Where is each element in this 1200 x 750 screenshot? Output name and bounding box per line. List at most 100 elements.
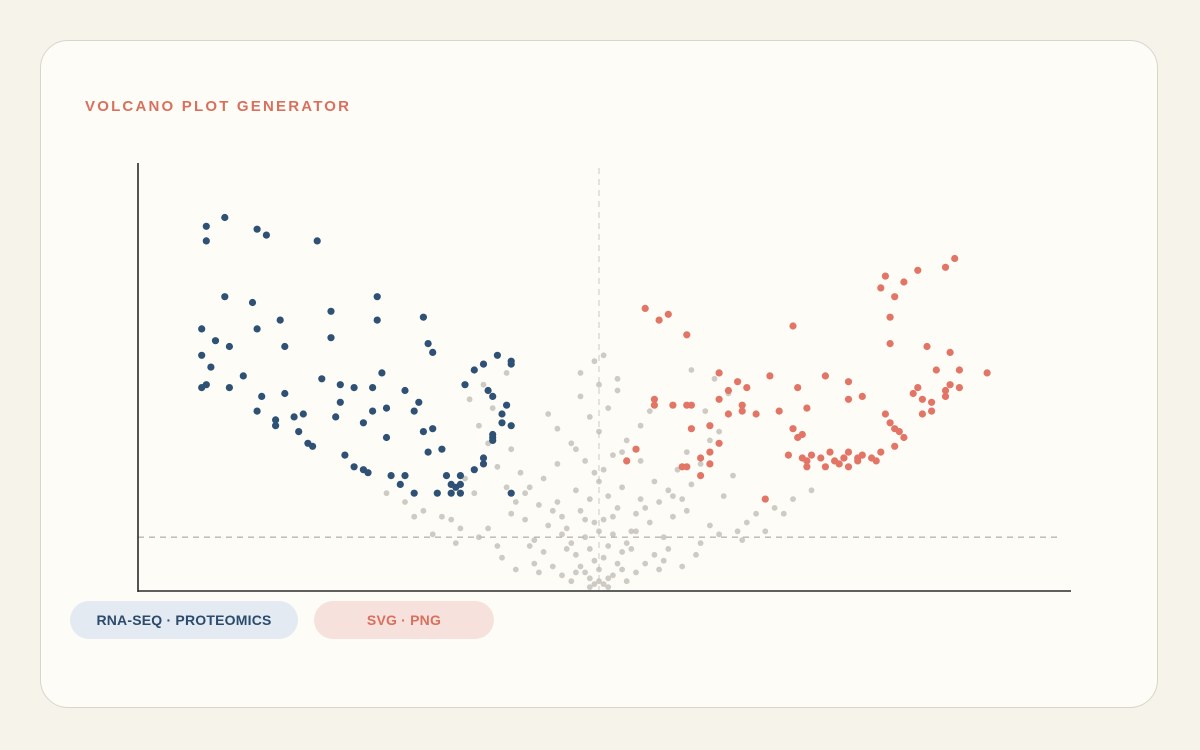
- neutral-point: [554, 425, 561, 432]
- down-point: [211, 337, 220, 345]
- tag-export-formats: SVG · PNG: [314, 601, 494, 639]
- neutral-point: [739, 537, 746, 543]
- up-point: [650, 401, 659, 409]
- neutral-point: [568, 578, 575, 585]
- neutral-point: [623, 540, 630, 546]
- down-point: [378, 369, 386, 377]
- up-point: [715, 395, 723, 403]
- neutral-point: [596, 578, 602, 585]
- neutral-point: [586, 414, 593, 420]
- neutral-point: [716, 428, 722, 435]
- neutral-point: [600, 581, 607, 587]
- down-point: [461, 381, 469, 389]
- neutral-point: [610, 452, 616, 458]
- neutral-point: [508, 510, 515, 517]
- up-point: [914, 266, 922, 274]
- down-point: [336, 381, 344, 389]
- neutral-point: [476, 534, 482, 541]
- neutral-point: [614, 375, 621, 382]
- neutral-point: [679, 563, 686, 570]
- down-point: [253, 325, 261, 333]
- up-point: [803, 463, 811, 471]
- down-point: [276, 316, 284, 324]
- up-point: [789, 322, 797, 330]
- neutral-point: [591, 469, 598, 476]
- neutral-point: [476, 422, 482, 429]
- up-point: [923, 342, 931, 351]
- neutral-point: [582, 458, 588, 464]
- neutral-point: [633, 510, 639, 517]
- neutral-point: [448, 516, 455, 523]
- up-point: [743, 384, 751, 392]
- up-point: [807, 451, 816, 459]
- neutral-point: [707, 522, 713, 529]
- down-point: [498, 419, 506, 427]
- neutral-point: [545, 522, 552, 529]
- down-point: [470, 366, 478, 374]
- neutral-point: [554, 499, 561, 505]
- neutral-point: [573, 446, 579, 453]
- up-point: [687, 425, 696, 433]
- down-point: [401, 386, 409, 395]
- down-point: [239, 372, 247, 380]
- up-point: [715, 439, 723, 447]
- up-point: [891, 442, 899, 450]
- neutral-point: [480, 381, 487, 388]
- neutral-point: [586, 584, 593, 590]
- neutral-point: [600, 516, 607, 523]
- up-point: [886, 419, 894, 427]
- down-point: [452, 483, 460, 491]
- up-point: [951, 254, 959, 263]
- neutral-point: [591, 557, 598, 564]
- neutral-point: [711, 375, 718, 382]
- neutral-point: [522, 516, 528, 523]
- neutral-point: [411, 513, 418, 520]
- neutral-point: [623, 437, 630, 444]
- neutral-point: [665, 546, 672, 552]
- down-point: [442, 472, 451, 480]
- neutral-point: [646, 408, 653, 414]
- neutral-point: [619, 449, 625, 455]
- neutral-point: [628, 528, 635, 535]
- down-point: [410, 407, 418, 415]
- neutral-point: [610, 572, 616, 579]
- up-point: [687, 401, 696, 409]
- down-point: [479, 460, 488, 468]
- up-point: [706, 448, 714, 456]
- neutral-point: [697, 461, 704, 467]
- neutral-point: [586, 546, 593, 552]
- down-point: [489, 392, 497, 400]
- down-point: [369, 384, 377, 392]
- neutral-point: [540, 549, 547, 555]
- neutral-point: [790, 496, 796, 502]
- down-point: [202, 237, 210, 245]
- neutral-point: [646, 519, 653, 526]
- downregulated-points: [198, 213, 515, 497]
- down-point: [387, 472, 395, 480]
- neutral-point: [730, 472, 736, 479]
- up-point: [775, 407, 783, 415]
- neutral-point: [619, 484, 625, 491]
- neutral-point: [628, 546, 635, 552]
- up-point: [789, 425, 797, 433]
- up-point: [909, 389, 917, 398]
- down-point: [373, 293, 381, 301]
- neutral-point: [605, 584, 612, 590]
- down-point: [350, 384, 358, 392]
- down-point: [309, 442, 317, 450]
- neutral-point: [512, 566, 519, 573]
- neutral-point: [536, 569, 542, 576]
- neutral-point: [549, 563, 556, 570]
- down-point: [498, 410, 506, 418]
- up-point: [683, 331, 691, 339]
- up-point: [886, 340, 894, 348]
- neutral-point: [471, 490, 478, 497]
- up-point: [872, 457, 880, 465]
- up-point: [803, 404, 811, 412]
- neutral-point: [734, 528, 741, 535]
- down-point: [272, 416, 280, 424]
- down-point: [507, 357, 515, 365]
- neutral-point: [586, 496, 593, 502]
- neutral-point: [531, 537, 538, 543]
- up-point: [844, 463, 853, 471]
